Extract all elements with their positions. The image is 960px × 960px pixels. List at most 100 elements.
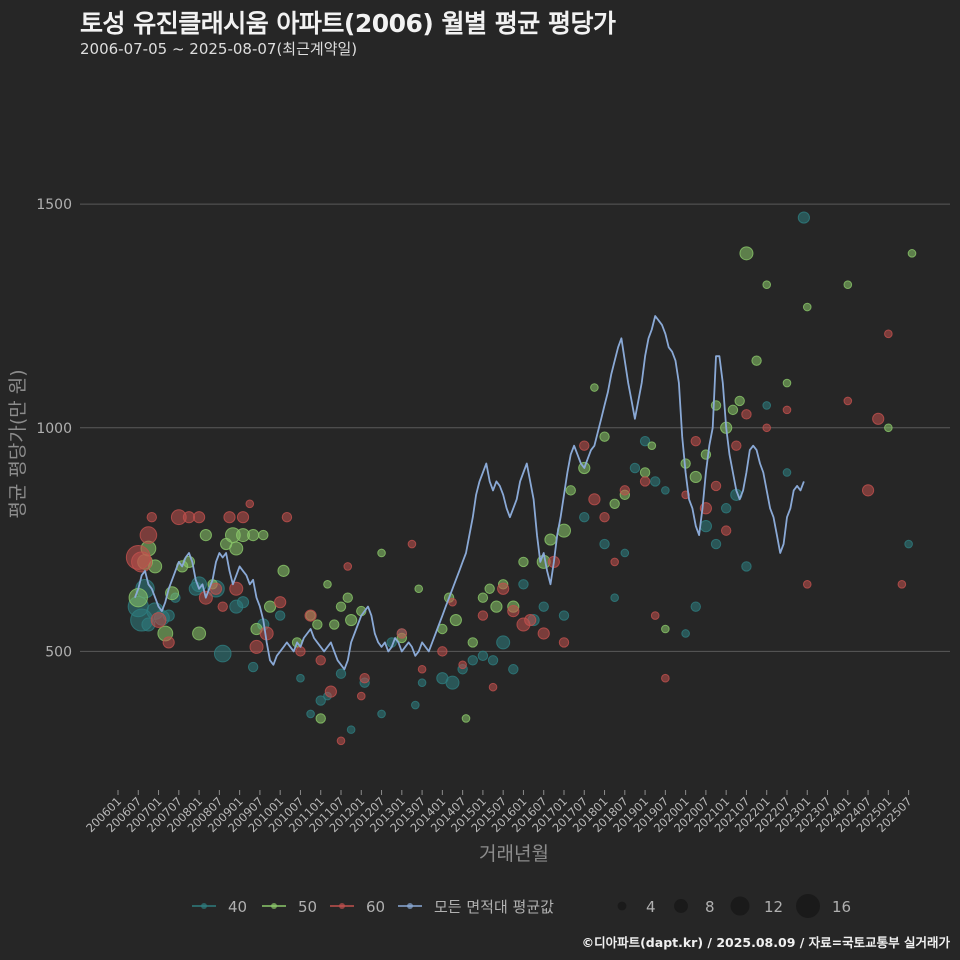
data-point-60	[182, 511, 196, 524]
legend-label: 50	[298, 898, 317, 916]
data-point-50	[277, 564, 290, 577]
data-point-40	[417, 678, 427, 687]
data-point-60	[579, 440, 590, 451]
legend-size-circle	[730, 896, 750, 916]
data-point-40	[538, 601, 549, 612]
data-point-60	[720, 525, 732, 536]
data-point-60	[802, 579, 812, 589]
data-point-60	[762, 423, 772, 433]
data-point-50	[247, 528, 260, 542]
chart-subtitle: 2006-07-05 ~ 2025-08-07(최근계약일)	[80, 40, 358, 58]
data-point-40	[315, 695, 326, 706]
data-point-50	[647, 441, 657, 450]
data-point-40	[508, 664, 519, 675]
data-point-40	[650, 476, 661, 487]
data-point-40	[762, 401, 772, 410]
data-point-50	[609, 498, 620, 509]
y-tick-label: 1000	[36, 421, 72, 437]
data-point-40	[599, 538, 610, 550]
legend-key-point	[271, 903, 277, 909]
data-point-40	[411, 700, 420, 710]
legend-key-point	[407, 903, 413, 909]
data-point-40	[797, 211, 810, 224]
data-point-60	[843, 396, 853, 406]
data-point-50	[192, 626, 207, 641]
data-point-50	[312, 619, 323, 630]
data-point-60	[650, 611, 660, 620]
data-point-40	[274, 610, 286, 621]
data-point-40	[661, 486, 670, 495]
data-point-50	[739, 246, 754, 261]
data-point-50	[467, 637, 478, 648]
data-point-60	[229, 581, 244, 596]
data-point-60	[710, 480, 722, 492]
data-point-50	[843, 280, 853, 289]
data-point-60	[236, 511, 250, 524]
data-point-50	[229, 541, 244, 556]
data-point-60	[661, 673, 670, 683]
data-point-50	[661, 624, 670, 634]
data-point-60	[217, 601, 228, 612]
legend-label: 40	[228, 898, 247, 916]
data-point-60	[209, 582, 223, 595]
data-point-50	[727, 404, 739, 416]
data-point-40	[445, 675, 460, 690]
data-point-50	[199, 528, 212, 542]
data-point-60	[146, 512, 157, 523]
data-point-40	[346, 725, 356, 734]
x-axis-title: 거래년월	[479, 843, 549, 865]
data-point-60	[249, 639, 264, 654]
data-point-60	[731, 440, 742, 451]
data-point-60	[537, 627, 550, 640]
data-point-40	[518, 579, 529, 590]
data-point-40	[579, 512, 590, 523]
data-point-50	[263, 600, 277, 613]
data-point-60	[223, 511, 236, 524]
legend: 40 50 60 모든 면적대 평균값 4 8 12 16	[192, 894, 851, 918]
data-point-40	[720, 503, 732, 514]
data-point-40	[467, 655, 478, 666]
data-point-50	[884, 423, 893, 433]
data-points	[125, 211, 917, 746]
data-point-50	[377, 548, 386, 558]
data-point-60	[245, 499, 255, 509]
legend-key-point	[339, 903, 345, 909]
legend-label: 60	[366, 898, 385, 916]
data-point-50	[782, 378, 792, 388]
data-point-60	[192, 511, 206, 524]
legend-size-label: 4	[646, 898, 656, 916]
data-point-60	[619, 485, 631, 496]
data-point-50	[544, 533, 557, 546]
data-point-50	[734, 395, 745, 407]
data-point-60	[304, 609, 317, 622]
data-point-60	[588, 493, 601, 506]
data-point-50	[335, 601, 347, 612]
data-point-60	[359, 672, 370, 684]
legend-size-circle	[674, 899, 688, 913]
data-point-50	[449, 613, 462, 627]
data-point-60	[477, 610, 489, 621]
data-point-60	[599, 512, 610, 523]
data-point-50	[329, 619, 340, 630]
data-point-50	[490, 600, 503, 613]
data-point-40	[699, 520, 712, 533]
data-point-40	[690, 601, 701, 612]
legend-size-circle	[617, 901, 627, 911]
data-point-60	[315, 655, 326, 666]
data-point-50	[414, 584, 424, 594]
chart-title: 토성 유진클래시움 아파트(2006) 월별 평균 평당가	[80, 9, 616, 38]
data-point-60	[558, 637, 570, 648]
data-point-60	[488, 682, 498, 692]
data-point-40	[741, 561, 752, 572]
data-point-50	[323, 579, 332, 589]
data-point-50	[484, 583, 495, 594]
legend-size-label: 8	[705, 898, 715, 916]
data-point-60	[458, 660, 467, 670]
data-point-60	[274, 596, 287, 609]
data-point-60	[610, 557, 619, 567]
data-point-50	[518, 556, 529, 568]
data-point-40	[610, 593, 619, 603]
data-point-40	[477, 650, 489, 662]
data-point-60	[782, 405, 792, 415]
data-point-40	[247, 661, 259, 673]
